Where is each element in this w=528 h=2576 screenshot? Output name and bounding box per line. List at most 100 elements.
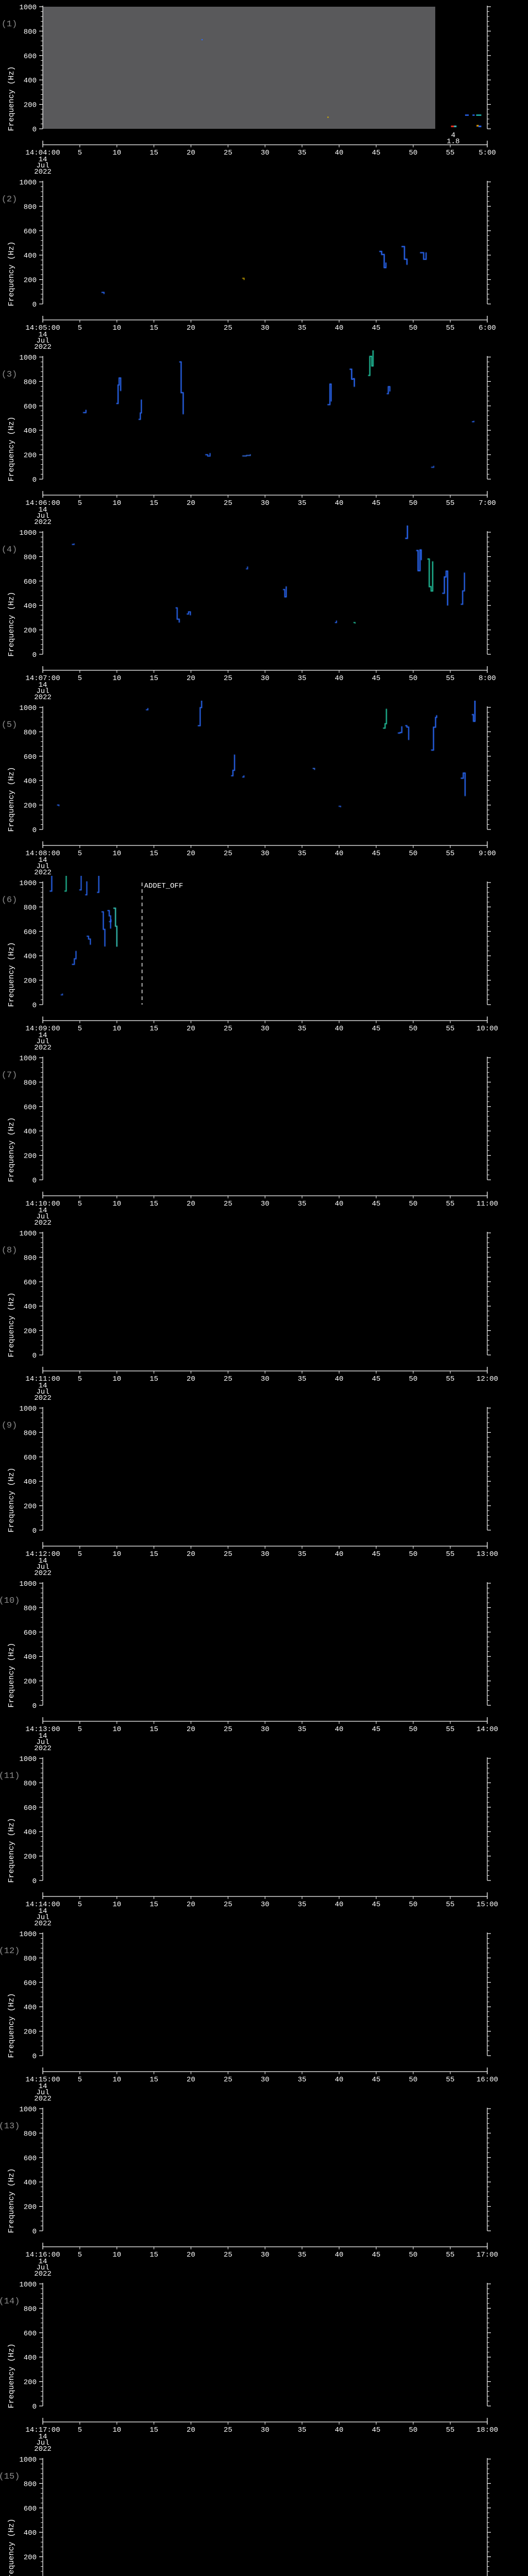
svg-text:10: 10 [112,2076,121,2084]
svg-text:1000: 1000 [19,1055,37,1063]
svg-text:35: 35 [298,1725,306,1734]
svg-text:200: 200 [24,802,37,810]
svg-text:Frequency (Hz): Frequency (Hz) [7,767,16,832]
svg-text:14:00: 14:00 [476,1725,498,1734]
svg-text:Frequency (Hz): Frequency (Hz) [7,416,16,481]
svg-text:15: 15 [150,1375,158,1383]
svg-text:30: 30 [261,149,270,157]
svg-text:50: 50 [409,674,418,683]
svg-text:0: 0 [32,476,37,484]
svg-text:30: 30 [261,499,270,507]
svg-text:400: 400 [24,2529,37,2537]
svg-text:45: 45 [372,2251,381,2259]
svg-text:800: 800 [24,1429,37,1437]
svg-text:600: 600 [24,578,37,586]
svg-text:2022: 2022 [34,693,52,701]
svg-text:10: 10 [112,1901,121,1909]
svg-text:600: 600 [24,2330,37,2338]
svg-text:5: 5 [78,2251,82,2259]
svg-text:25: 25 [224,1025,233,1033]
svg-text:Frequency (Hz): Frequency (Hz) [7,2343,16,2408]
svg-text:5:00: 5:00 [478,149,496,157]
svg-text:10: 10 [112,1725,121,1734]
svg-text:6:00: 6:00 [478,324,496,332]
svg-text:600: 600 [24,53,37,61]
svg-text:35: 35 [298,2426,306,2434]
svg-text:1000: 1000 [19,1755,37,1764]
svg-text:5: 5 [78,1025,82,1033]
svg-text:(12): (12) [0,1946,20,1956]
svg-text:20: 20 [187,1375,195,1383]
svg-text:1000: 1000 [19,1230,37,1238]
svg-text:20: 20 [187,324,195,332]
svg-text:55: 55 [446,850,455,858]
svg-text:400: 400 [24,427,37,435]
svg-text:10: 10 [112,1375,121,1383]
svg-text:25: 25 [224,499,233,507]
svg-text:800: 800 [24,28,37,36]
svg-text:1000: 1000 [19,1405,37,1413]
svg-text:1000: 1000 [19,879,37,888]
svg-text:40: 40 [335,1725,343,1734]
svg-text:40: 40 [335,1200,343,1208]
svg-text:1000: 1000 [19,1930,37,1939]
svg-text:Frequency (Hz): Frequency (Hz) [7,2518,16,2576]
svg-text:800: 800 [24,2480,37,2488]
svg-text:200: 200 [24,627,37,635]
svg-text:20: 20 [187,2251,195,2259]
svg-text:800: 800 [24,2130,37,2138]
svg-text:55: 55 [446,1375,455,1383]
svg-text:2022: 2022 [34,1744,52,1752]
svg-text:45: 45 [372,324,381,332]
svg-text:30: 30 [261,2076,270,2084]
svg-text:(3): (3) [2,370,18,380]
svg-text:2022: 2022 [34,518,52,526]
svg-text:55: 55 [446,1725,455,1734]
svg-text:0: 0 [32,1702,37,1710]
svg-text:40: 40 [335,1375,343,1383]
svg-text:55: 55 [446,2426,455,2434]
svg-text:(9): (9) [2,1421,18,1431]
svg-text:1000: 1000 [19,1580,37,1588]
svg-text:25: 25 [224,2251,233,2259]
svg-text:15: 15 [150,2076,158,2084]
svg-text:50: 50 [409,2251,418,2259]
svg-text:5: 5 [78,324,82,332]
svg-text:45: 45 [372,149,381,157]
svg-text:Frequency (Hz): Frequency (Hz) [7,1117,16,1182]
svg-text:35: 35 [298,324,306,332]
svg-text:30: 30 [261,850,270,858]
svg-text:45: 45 [372,1550,381,1558]
svg-text:10: 10 [112,1550,121,1558]
svg-text:30: 30 [261,324,270,332]
svg-text:(5): (5) [2,720,18,730]
svg-text:200: 200 [24,2554,37,2562]
svg-text:200: 200 [24,452,37,460]
svg-text:0: 0 [32,301,37,309]
svg-text:20: 20 [187,499,195,507]
svg-text:45: 45 [372,1725,381,1734]
svg-text:50: 50 [409,149,418,157]
svg-text:5: 5 [78,499,82,507]
svg-text:400: 400 [24,77,37,85]
svg-text:40: 40 [335,1901,343,1909]
svg-text:20: 20 [187,1550,195,1558]
svg-text:25: 25 [224,324,233,332]
svg-text:10: 10 [112,149,121,157]
svg-text:400: 400 [24,252,37,260]
svg-text:45: 45 [372,1901,381,1909]
svg-text:800: 800 [24,1780,37,1788]
svg-text:55: 55 [446,1550,455,1558]
svg-text:45: 45 [372,850,381,858]
svg-text:Frequency (Hz): Frequency (Hz) [7,2168,16,2233]
svg-text:25: 25 [224,149,233,157]
svg-text:45: 45 [372,1375,381,1383]
svg-text:10: 10 [112,1025,121,1033]
svg-text:50: 50 [409,1200,418,1208]
svg-text:25: 25 [224,850,233,858]
svg-text:15: 15 [150,499,158,507]
svg-text:800: 800 [24,378,37,386]
svg-text:200: 200 [24,1153,37,1161]
svg-text:200: 200 [24,1678,37,1686]
svg-text:200: 200 [24,2204,37,2212]
